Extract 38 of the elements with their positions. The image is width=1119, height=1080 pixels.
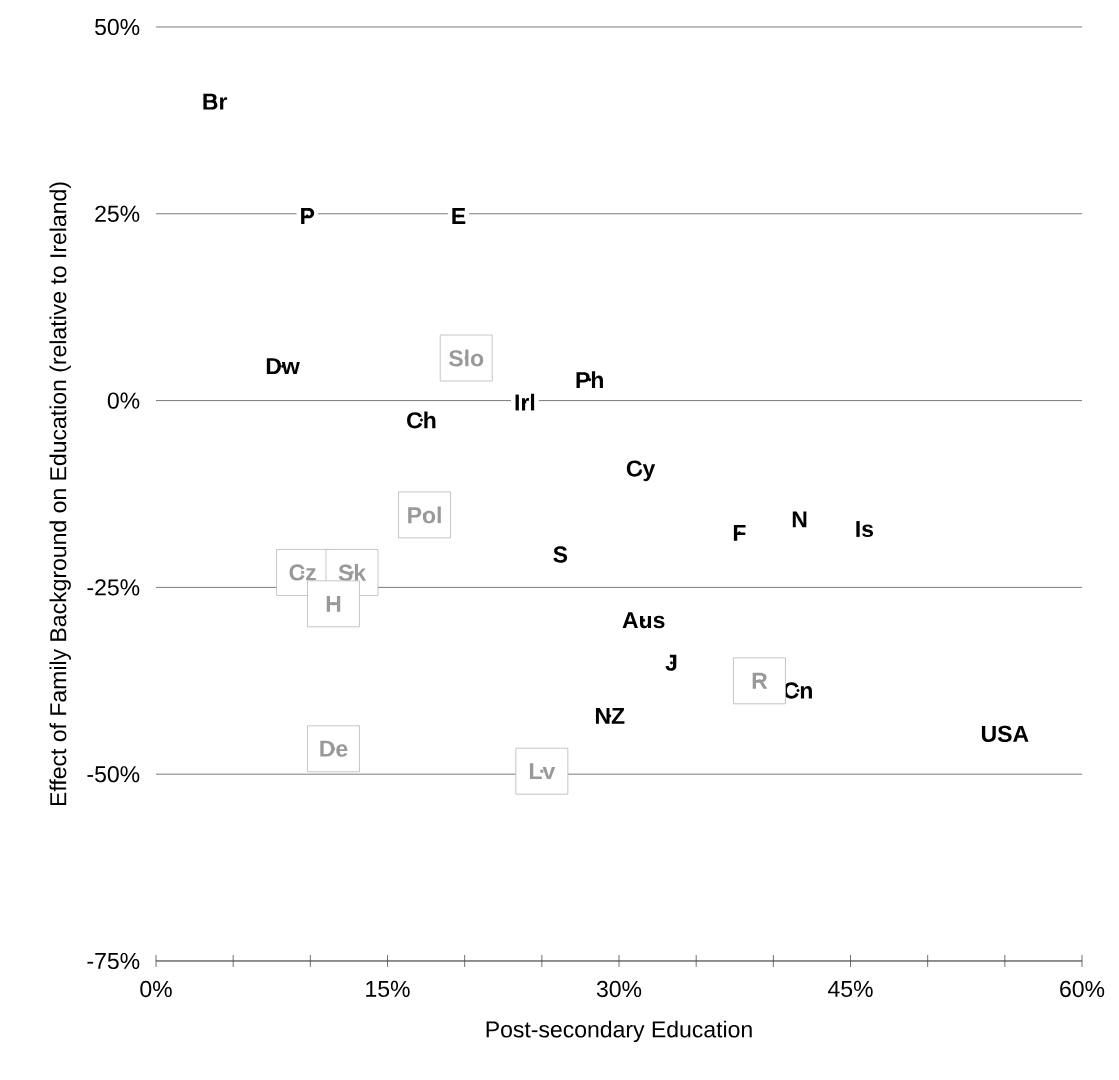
- x-tick-label: 60%: [1060, 980, 1105, 998]
- x-tick-label: 0%: [140, 980, 172, 998]
- y-tick-label: 0%: [107, 392, 140, 409]
- data-label: Irl: [515, 393, 535, 411]
- y-tick-label: -75%: [87, 952, 140, 970]
- data-label: Dw: [266, 358, 300, 375]
- data-label: Cy: [626, 460, 656, 482]
- data-label: De: [320, 740, 348, 757]
- x-tick-label: 15%: [366, 980, 410, 998]
- y-tick-label: 25%: [95, 205, 140, 222]
- data-label: Ch: [407, 411, 436, 429]
- x-axis-title: Post-secondary Education: [486, 1020, 752, 1043]
- data-label: Sk: [338, 563, 367, 581]
- data-label: P: [301, 208, 315, 224]
- data-label: E: [452, 208, 466, 224]
- y-axis-title: Effect of Family Background on Education (relative to Ireland): [49, 182, 71, 806]
- data-label: S: [553, 546, 568, 563]
- y-tick-label: 50%: [95, 18, 140, 36]
- data-label: Aus: [622, 612, 665, 629]
- data-label: Cz: [289, 564, 316, 581]
- data-label: USA: [981, 725, 1029, 742]
- data-label: R: [752, 672, 768, 689]
- data-label: F: [733, 524, 746, 541]
- data-label: Is: [856, 521, 874, 538]
- x-tick-label: 45%: [828, 980, 873, 998]
- x-tick-label: 30%: [596, 980, 642, 998]
- data-label: N: [792, 511, 807, 528]
- data-label: J: [665, 654, 677, 671]
- data-label: NZ: [595, 707, 625, 724]
- data-label: Br: [203, 93, 228, 110]
- y-tick-label: -25%: [87, 579, 140, 596]
- data-label: Cn: [783, 682, 812, 699]
- data-label: Lv: [529, 763, 556, 780]
- data-label: Pol: [408, 506, 441, 524]
- y-tick-label: -50%: [87, 766, 140, 783]
- data-label: H: [326, 595, 341, 612]
- data-label: Slo: [448, 349, 484, 367]
- data-label: Ph: [576, 371, 603, 388]
